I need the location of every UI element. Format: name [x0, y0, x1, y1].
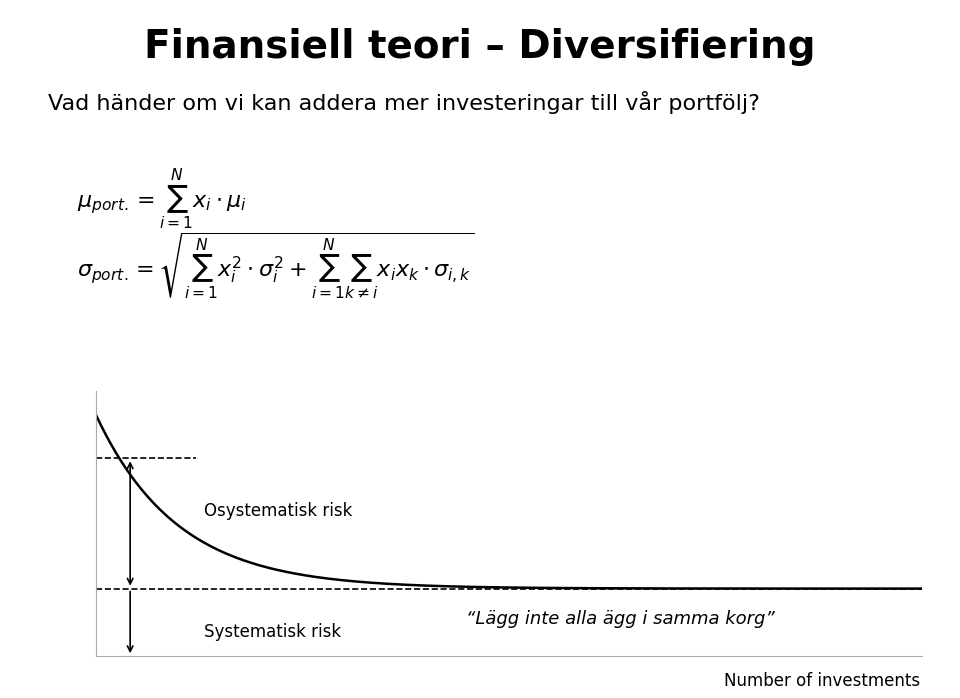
- Text: $\mu_{port.} = \sum_{i=1}^{N} x_i \cdot \mu_i$: $\mu_{port.} = \sum_{i=1}^{N} x_i \cdot …: [77, 168, 247, 232]
- Text: Systematisk risk: Systematisk risk: [204, 623, 342, 641]
- X-axis label: Number of investments: Number of investments: [725, 672, 921, 690]
- Text: Finansiell teori – Diversifiering: Finansiell teori – Diversifiering: [144, 28, 816, 66]
- Text: Osystematisk risk: Osystematisk risk: [204, 503, 352, 521]
- Text: Vad händer om vi kan addera mer investeringar till vår portfölj?: Vad händer om vi kan addera mer invester…: [48, 91, 760, 114]
- Text: “Lägg inte alla ägg i samma korg”: “Lägg inte alla ägg i samma korg”: [467, 610, 775, 628]
- Text: $\sigma_{port.} = \sqrt{\sum_{i=1}^{N} x_i^2 \cdot \sigma_i^2 + \sum_{i=1}^{N} \: $\sigma_{port.} = \sqrt{\sum_{i=1}^{N} x…: [77, 230, 474, 300]
